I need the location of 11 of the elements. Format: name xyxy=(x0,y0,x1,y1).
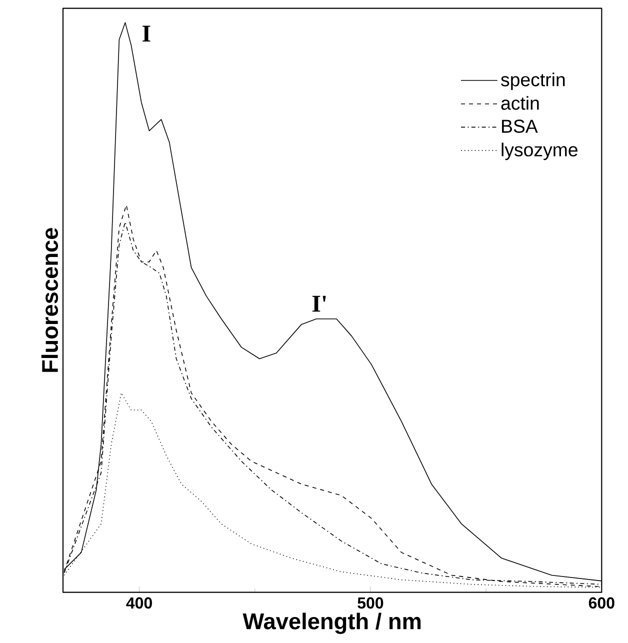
legend-label: BSA xyxy=(502,120,538,133)
legend-label: spectrin xyxy=(501,72,565,90)
legend-label: lysozyme xyxy=(502,142,578,160)
annotation: I xyxy=(142,26,150,42)
annotation: I' xyxy=(312,296,326,312)
y-axis-title: Fluorescence xyxy=(41,228,58,372)
legend-label: actin xyxy=(501,96,539,110)
x-tick-label: 500 xyxy=(358,597,384,609)
x-axis-title: Wavelength / nm xyxy=(242,612,421,634)
x-tick-label: 400 xyxy=(126,597,152,609)
x-tick-label: 600 xyxy=(588,597,614,609)
